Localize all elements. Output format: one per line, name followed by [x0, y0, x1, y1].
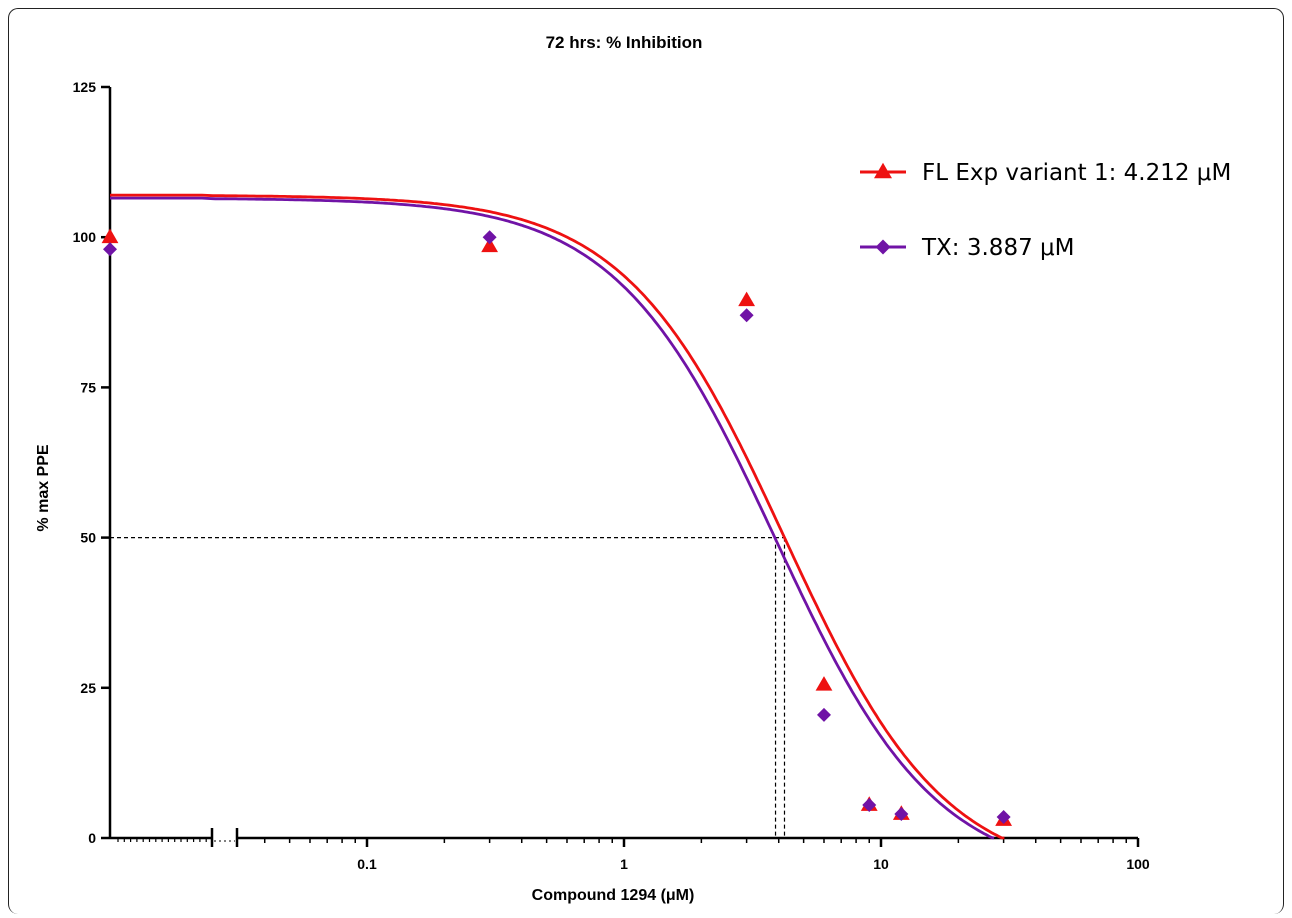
y-tick-label: 75 — [80, 379, 96, 395]
x-tick-label: 100 — [1126, 856, 1150, 872]
chart-title: 72 hrs: % Inhibition — [546, 33, 703, 52]
y-tick-label: 100 — [73, 229, 97, 245]
fit-curve — [110, 193, 1005, 840]
y-tick-label: 0 — [88, 830, 96, 846]
diamond-point — [482, 230, 497, 245]
legend: FL Exp variant 1: 4.212 μM TX: 3.887 μM — [860, 160, 1231, 261]
y-axis-label: % max PPE — [35, 444, 52, 531]
reference-lines — [110, 536, 786, 838]
y-tick-label: 125 — [73, 79, 97, 95]
diamond-point — [862, 797, 877, 812]
diamond-point — [739, 308, 754, 323]
y-tick-label: 50 — [80, 530, 96, 546]
x-axis-label: Compound 1294 (μM) — [532, 887, 695, 904]
data-points — [101, 228, 1013, 826]
triangle-point — [815, 676, 833, 691]
legend-marker — [874, 162, 892, 179]
triangle-point — [738, 291, 756, 307]
x-tick-label: 1 — [620, 856, 628, 872]
triangle-point — [481, 237, 499, 253]
legend-label: FL Exp variant 1: 4.212 μM — [922, 160, 1231, 186]
fit-curve — [110, 196, 995, 840]
axes: 0 25 50 75 100 125 0.1 1 10 100 — [73, 79, 1150, 872]
fit-curves — [110, 193, 1005, 840]
triangle-point — [101, 228, 119, 244]
legend-marker — [875, 239, 891, 255]
diamond-point — [816, 707, 831, 722]
legend-label: TX: 3.887 μM — [921, 235, 1075, 261]
x-tick-label: 0.1 — [357, 856, 377, 872]
y-tick-label: 25 — [80, 680, 96, 696]
chart-frame — [8, 8, 1284, 914]
diamond-point — [894, 806, 909, 821]
diamond-point — [996, 809, 1011, 824]
diamond-point — [103, 242, 117, 257]
x-tick-label: 10 — [873, 856, 889, 872]
